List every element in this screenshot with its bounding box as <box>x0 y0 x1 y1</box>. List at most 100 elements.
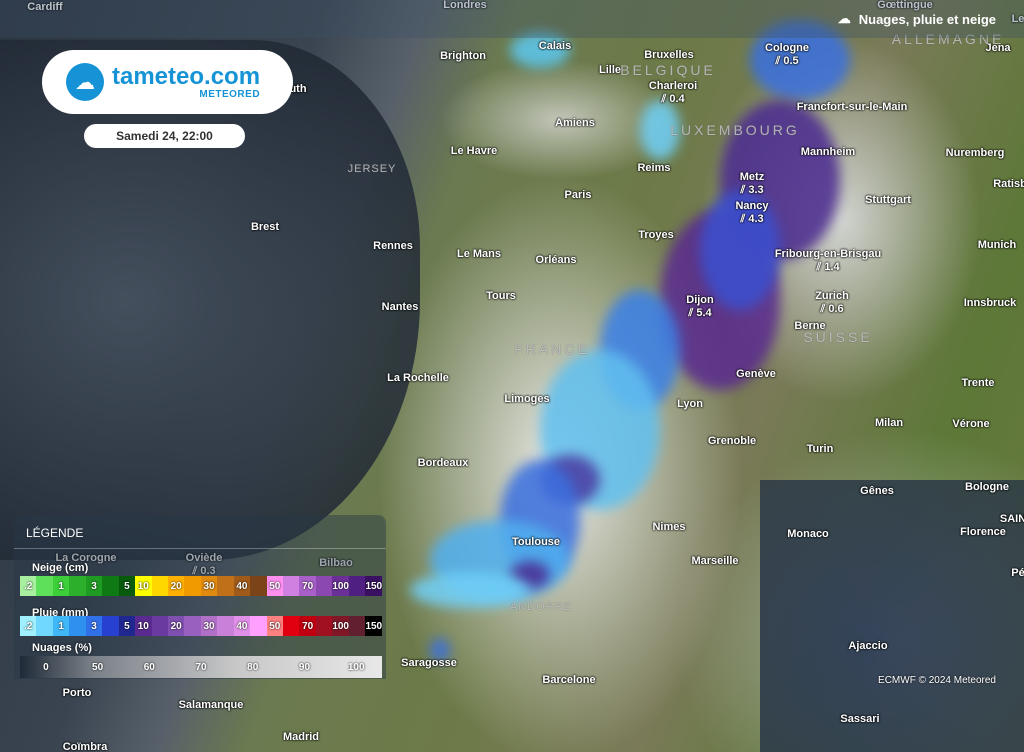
snow-scale-step: 5 <box>118 576 136 596</box>
snow-label: Neige (cm) <box>32 562 89 574</box>
rain-scale-step: 20 <box>167 616 185 636</box>
snow-scale-step <box>36 576 53 596</box>
city-label[interactable]: Grenoble <box>707 435 757 447</box>
city-label[interactable]: Cardiff <box>27 1 63 13</box>
city-label[interactable]: Jena <box>985 42 1011 54</box>
city-label[interactable]: Pé <box>1011 567 1024 579</box>
clouds-tick: 90 <box>298 661 311 673</box>
city-label[interactable]: Turin <box>806 443 834 455</box>
city-label[interactable]: Genève <box>736 368 776 380</box>
rain-scale-step <box>151 616 168 636</box>
logo[interactable]: ☁ tameteo.com METEORED <box>42 50 293 114</box>
snow-scale-step: 70 <box>299 576 316 596</box>
country-label: BELGIQUE <box>620 62 716 78</box>
city-label[interactable]: Le Havre <box>450 145 498 157</box>
city-label[interactable]: Dijon ⫽ 5.4 <box>686 294 714 319</box>
city-label[interactable]: Brighton <box>440 50 486 62</box>
city-label[interactable]: Oviède ⫽ 0.3 <box>185 552 223 577</box>
snow-scale-step: 100 <box>332 576 349 596</box>
city-label[interactable]: Ratisb <box>993 178 1024 190</box>
city-label[interactable]: SAIN <box>999 513 1024 525</box>
city-label[interactable]: Monaco <box>787 528 829 540</box>
city-label[interactable]: Lille <box>598 64 622 76</box>
city-label[interactable]: Cologne ⫽ 0.5 <box>765 42 809 67</box>
country-label: JERSEY <box>347 163 397 175</box>
precip-value: ⫽ 4.3 <box>740 213 764 225</box>
city-label[interactable]: Troyes <box>638 229 674 241</box>
city-label[interactable]: Amiens <box>555 117 595 129</box>
layer-title[interactable]: ☁ Nuages, pluie et neige <box>838 11 996 27</box>
city-label[interactable]: Stuttgart <box>865 194 911 206</box>
city-label[interactable]: Trente <box>961 377 995 389</box>
city-label[interactable]: Nancy ⫽ 4.3 <box>735 200 769 225</box>
clouds-tick: 80 <box>247 661 259 673</box>
city-label[interactable]: Bordeaux <box>417 457 469 469</box>
city-label[interactable]: Charleroi ⫽ 0.4 <box>648 80 698 105</box>
city-label[interactable]: Metz ⫽ 3.3 <box>739 171 765 196</box>
city-label[interactable]: Barcelone <box>542 674 596 686</box>
city-label[interactable]: Berne <box>794 320 826 332</box>
mediterranean-sea <box>760 480 1024 752</box>
city-label[interactable]: Gênes <box>860 485 894 497</box>
snow-scale-step: 10 <box>135 576 152 596</box>
city-label[interactable]: Francfort-sur-le-Main <box>796 101 908 113</box>
city-label[interactable]: Ajaccio <box>848 640 888 652</box>
city-label[interactable]: Bologne <box>965 481 1009 493</box>
city-label[interactable]: Toulouse <box>511 536 561 548</box>
city-label[interactable]: Limoges <box>504 393 550 405</box>
city-label[interactable]: Orléans <box>535 254 577 266</box>
snow-scale-step <box>184 576 201 596</box>
rain-scale-step: 50 <box>266 616 283 636</box>
city-label[interactable]: Le <box>1011 13 1024 25</box>
city-label[interactable]: Saragosse <box>401 657 457 669</box>
precip-value: ⫽ 0.3 <box>192 565 216 577</box>
clouds-tick: 70 <box>195 661 207 673</box>
city-label[interactable]: Salamanque <box>178 699 244 711</box>
city-label[interactable]: Coïmbra <box>62 741 108 752</box>
city-label[interactable]: Calais <box>538 40 572 52</box>
city-label[interactable]: Bruxelles <box>644 49 694 61</box>
city-label[interactable]: Vérone <box>952 418 990 430</box>
city-label[interactable]: Munich <box>977 239 1017 251</box>
city-label[interactable]: Florence <box>960 526 1006 538</box>
city-label[interactable]: Nimes <box>652 521 686 533</box>
city-label[interactable]: Brest <box>250 221 280 233</box>
city-label[interactable]: Londres <box>443 0 487 11</box>
city-label[interactable]: Rennes <box>373 240 413 252</box>
city-label[interactable]: Lyon <box>677 398 703 410</box>
city-label[interactable]: uth <box>289 83 307 95</box>
rain-scale-step: 1 <box>52 616 70 636</box>
snow-scale-step <box>151 576 168 596</box>
clouds-tick: 0 <box>43 661 49 673</box>
city-label[interactable]: Gœttingue <box>877 0 933 11</box>
rain-scale-step <box>283 616 300 636</box>
city-label[interactable]: Madrid <box>282 731 320 743</box>
city-label[interactable]: Sassari <box>840 713 880 725</box>
city-label[interactable]: Bilbao <box>319 557 353 569</box>
city-label[interactable]: Fribourg-en-Brisgau ⫽ 1.4 <box>774 248 882 273</box>
city-label[interactable]: Tours <box>486 290 516 302</box>
snow-scale-step <box>315 576 333 596</box>
credit: ECMWF © 2024 Meteored <box>878 675 996 686</box>
snow-scale-step <box>69 576 86 596</box>
city-label[interactable]: Le Mans <box>456 248 502 260</box>
snow-scale-step: 40 <box>233 576 251 596</box>
city-label[interactable]: Zurich ⫽ 0.6 <box>815 290 849 315</box>
city-label[interactable]: Paris <box>564 189 592 201</box>
city-label[interactable]: Nuremberg <box>945 147 1005 159</box>
atlantic-clouds <box>0 40 420 560</box>
rain-scale-step <box>315 616 333 636</box>
city-label[interactable]: Marseille <box>691 555 739 567</box>
snow-scale-step <box>349 576 366 596</box>
city-label[interactable]: Innsbruck <box>963 297 1017 309</box>
city-label[interactable]: Reims <box>637 162 671 174</box>
city-label[interactable]: La Rochelle <box>387 372 449 384</box>
snow-scale-step: 1 <box>52 576 70 596</box>
city-label[interactable]: Mannheim <box>800 146 856 158</box>
city-label[interactable]: La Corogne <box>55 552 117 564</box>
city-label[interactable]: Porto <box>62 687 92 699</box>
top-bar: ☁ Nuages, pluie et neige <box>0 0 1024 38</box>
city-label[interactable]: Nantes <box>381 301 419 313</box>
city-label[interactable]: Milan <box>874 417 904 429</box>
